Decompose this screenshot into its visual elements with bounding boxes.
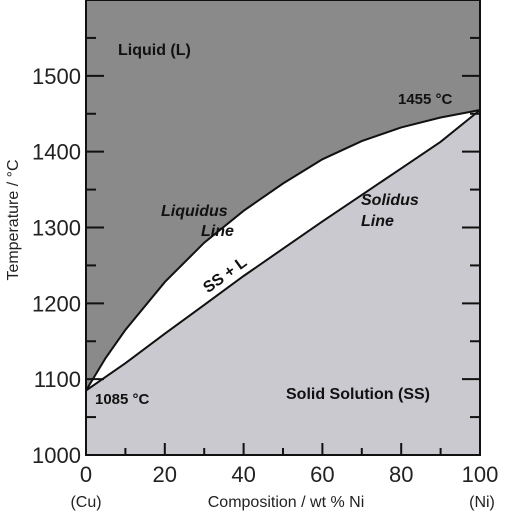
x-tick-label: 80 bbox=[389, 462, 413, 487]
liquid-region bbox=[86, 0, 480, 391]
x-left-end-label: (Cu) bbox=[70, 494, 101, 511]
y-tick-label: 1300 bbox=[32, 216, 81, 241]
x-right-end-label: (Ni) bbox=[469, 494, 495, 511]
y-tick-label: 1500 bbox=[32, 64, 81, 89]
y-tick-labels: 1000 1100 1200 1300 1400 1500 bbox=[32, 64, 81, 468]
solidus-line bbox=[85, 109, 481, 392]
x-axis-title: Composition / wt % Ni bbox=[208, 494, 365, 511]
y-tick-label: 1400 bbox=[32, 140, 81, 165]
x-tick-label: 0 bbox=[80, 462, 92, 487]
axis-ticks bbox=[85, 0, 481, 456]
liquidus-line bbox=[85, 109, 481, 392]
cu-melting-point-label: 1085 °C bbox=[95, 391, 150, 408]
solid-region-label: Solid Solution (SS) bbox=[286, 386, 430, 403]
solid-solution-region bbox=[86, 110, 480, 455]
two-phase-region bbox=[86, 110, 480, 391]
y-tick-label: 1000 bbox=[32, 443, 81, 468]
solidus-label-line2: Line bbox=[361, 213, 394, 230]
y-axis-title: Temperature / °C bbox=[5, 159, 22, 280]
x-tick-label: 20 bbox=[153, 462, 177, 487]
x-tick-label: 60 bbox=[310, 462, 334, 487]
liquid-region-label: Liquid (L) bbox=[118, 42, 191, 59]
ni-melting-point-label: 1455 °C bbox=[398, 91, 453, 108]
x-tick-label: 40 bbox=[231, 462, 255, 487]
x-tick-label: 100 bbox=[462, 462, 499, 487]
x-tick-labels: 0 20 40 60 80 100 bbox=[80, 462, 498, 487]
solidus-label-line1: Solidus bbox=[361, 192, 419, 209]
liquidus-label-line2: Line bbox=[201, 223, 234, 240]
liquidus-label-line1: Liquidus bbox=[161, 203, 228, 220]
y-tick-label: 1200 bbox=[32, 291, 81, 316]
y-tick-label: 1100 bbox=[34, 367, 81, 392]
